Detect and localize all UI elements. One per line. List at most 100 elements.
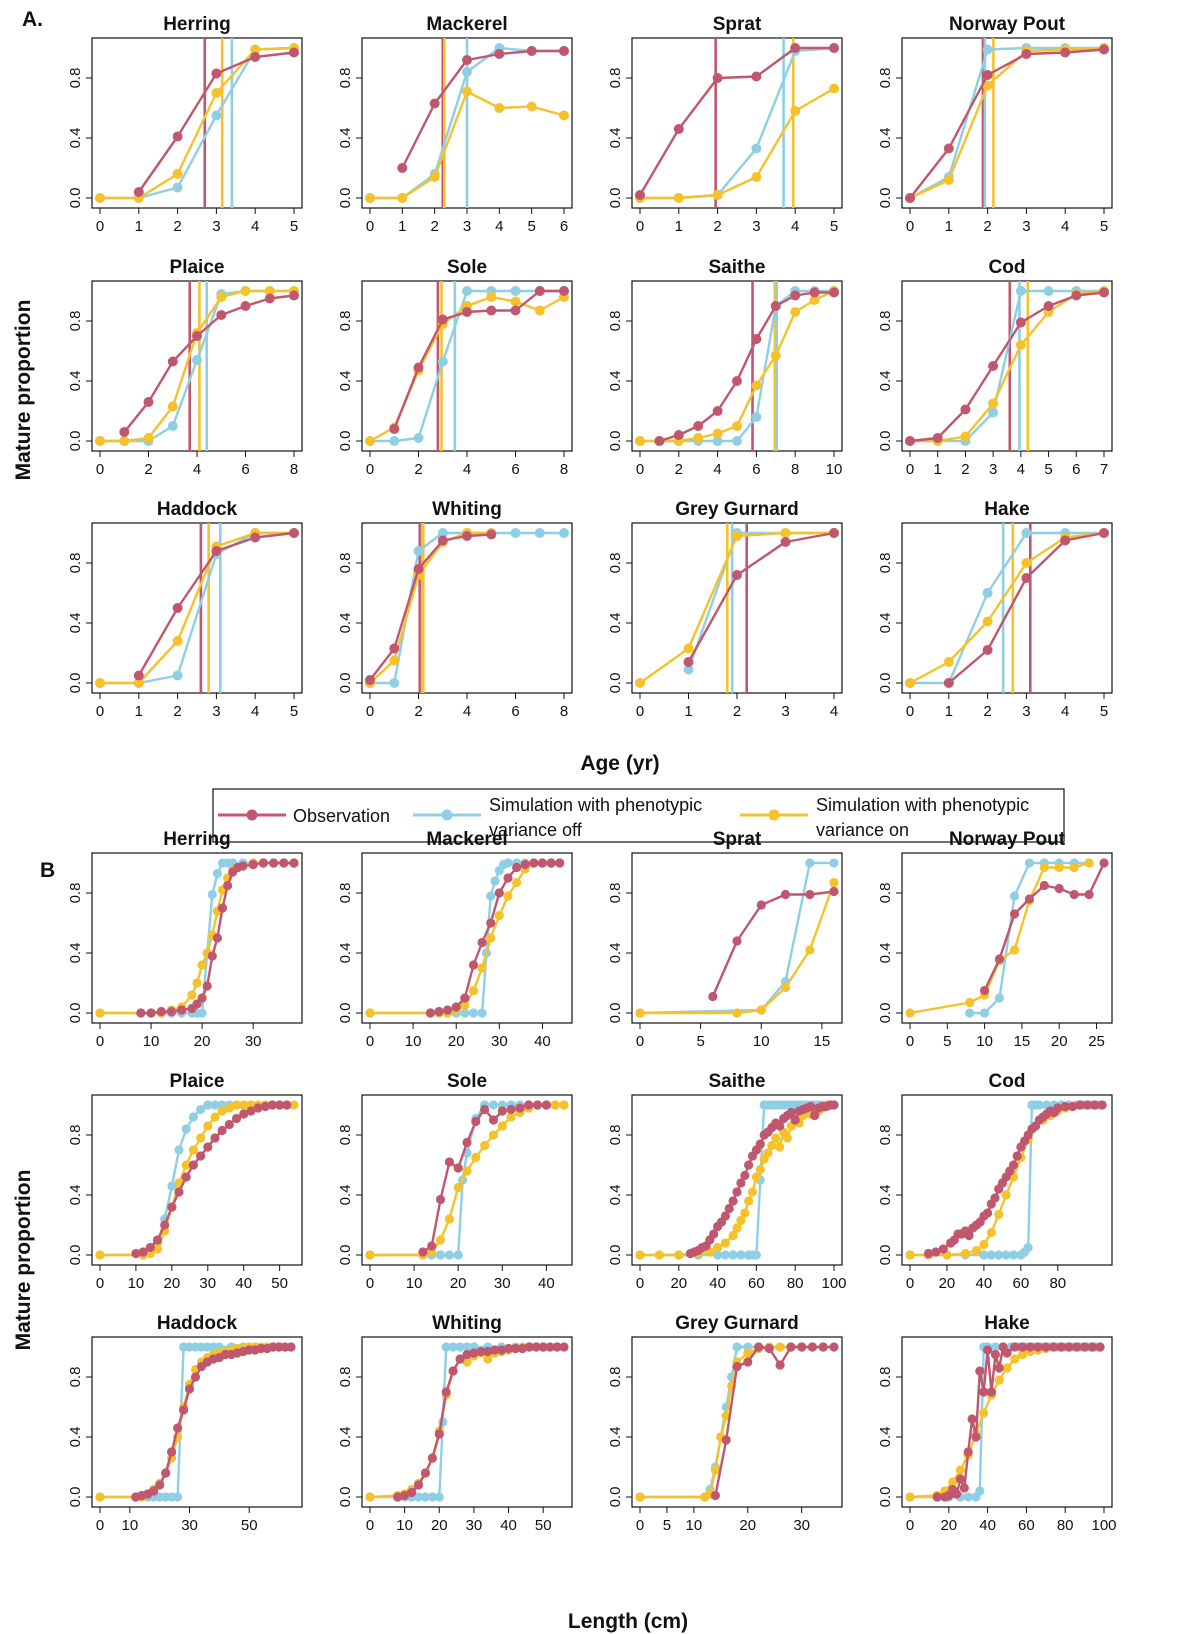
chart-b-whiting-observation-point bbox=[538, 1342, 548, 1352]
chart-b-herring-ytick-label: 0.4 bbox=[67, 943, 84, 964]
chart-a-sprat-sim-on-line bbox=[640, 87, 835, 200]
chart-a-haddock-ytick-label: 0.4 bbox=[67, 613, 84, 634]
chart-b-plaice-ytick-label: 0.8 bbox=[67, 1125, 84, 1146]
chart-b-saithe-observation-point bbox=[806, 1101, 816, 1112]
chart-b-sprat-sim-on-line bbox=[640, 882, 836, 1015]
chart-a-grey-gurnard-xtick-label: 3 bbox=[781, 703, 789, 720]
chart-a-saithe-observation-point bbox=[809, 287, 820, 298]
chart-b-cod-sim-on-point bbox=[971, 1245, 982, 1256]
chart-a-mackerel-sim-on-point bbox=[365, 193, 375, 203]
chart-b-sole-observation-point bbox=[488, 1115, 499, 1125]
chart-a-sprat-xtick-label: 0 bbox=[636, 218, 644, 235]
chart-a-haddock-frame bbox=[91, 522, 303, 694]
chart-b-hake-observation-point bbox=[975, 1366, 985, 1376]
legend-observation-marker bbox=[246, 809, 258, 821]
chart-a-plaice-xtick-label: 8 bbox=[290, 461, 298, 478]
chart-a-cod-sim-on-point bbox=[988, 398, 999, 409]
chart-a-sprat-observation-point bbox=[635, 190, 645, 200]
chart-b-cod-title: Cod bbox=[989, 1071, 1026, 1092]
chart-b-mackerel-observation-point bbox=[443, 1005, 453, 1015]
chart-b-saithe-sim-on-point bbox=[740, 1208, 750, 1218]
chart-b-herring-sim-off-point bbox=[207, 889, 217, 900]
chart-b-sole-observation-point bbox=[541, 1100, 552, 1110]
chart-a-whiting-sim-off-point bbox=[389, 678, 400, 688]
chart-b-plaice-observation-point bbox=[282, 1100, 292, 1110]
chart-a-sole-observation-point bbox=[559, 286, 569, 296]
chart-b-plaice-xtick-label: 50 bbox=[271, 1275, 288, 1292]
chart-a-norway-pout-ytick-label: 0.0 bbox=[877, 188, 894, 209]
chart-b-hake-xtick-label: 40 bbox=[979, 1517, 996, 1534]
chart-b-mackerel-ytick-label: 0.4 bbox=[337, 943, 354, 964]
chart-b-plaice-observation-point bbox=[188, 1160, 198, 1170]
chart-b-herring: Herring 0.0 0.4 0.8 0 10 20 30 bbox=[67, 829, 303, 1050]
chart-b-plaice-xtick-label: 40 bbox=[235, 1275, 252, 1292]
chart-b-haddock: Haddock 0.0 0.4 0.8 0 10 30 50 bbox=[67, 1313, 303, 1534]
chart-b-cod-xtick-label: 60 bbox=[1013, 1275, 1030, 1292]
chart-b-mackerel-sim-on-line bbox=[370, 861, 560, 1015]
chart-b-cod-ytick-label: 0.0 bbox=[877, 1245, 894, 1266]
chart-b-saithe-observation-point bbox=[736, 1178, 746, 1188]
chart-a-saithe-ytick-label: 0.8 bbox=[607, 311, 624, 332]
chart-b-grey-gurnard-observation-point bbox=[818, 1342, 828, 1352]
chart-b-cod-frame bbox=[901, 1094, 1113, 1266]
chart-b-whiting-sim-off-point bbox=[441, 1342, 451, 1352]
chart-b-grey-gurnard-sim-off-line bbox=[640, 1345, 824, 1499]
chart-a-whiting-title: Whiting bbox=[432, 499, 502, 520]
chart-b-plaice-observation-point bbox=[160, 1220, 170, 1230]
chart-b-grey-gurnard-sim-on-line bbox=[640, 1345, 824, 1499]
chart-b-plaice-ytick-label: 0.0 bbox=[67, 1245, 84, 1266]
chart-a-grey-gurnard-sim-on-point bbox=[732, 531, 742, 541]
chart-b-sole-sim-on-point bbox=[444, 1214, 454, 1224]
chart-b-haddock-ytick-label: 0.4 bbox=[67, 1427, 84, 1448]
chart-b-saithe-sim-off-point bbox=[728, 1250, 738, 1260]
chart-b-sprat-xtick-label: 10 bbox=[753, 1033, 770, 1050]
chart-b-norway-pout-title: Norway Pout bbox=[949, 829, 1066, 850]
chart-a-grey-gurnard-ytick-label: 0.4 bbox=[607, 613, 624, 634]
chart-b-haddock-xtick-label: 30 bbox=[181, 1517, 198, 1534]
chart-b-herring-xtick-label: 0 bbox=[96, 1033, 104, 1050]
chart-a-saithe-ytick-label: 0.0 bbox=[607, 431, 624, 452]
chart-b-hake-observation-point bbox=[979, 1387, 989, 1397]
chart-b-haddock-xtick-label: 50 bbox=[241, 1517, 258, 1534]
chart-a-cod-observation-point bbox=[905, 436, 915, 446]
chart-b-mackerel-observation-point bbox=[477, 937, 487, 948]
chart-b-mackerel-observation-point bbox=[503, 873, 513, 883]
chart-b-whiting-xtick-label: 20 bbox=[431, 1517, 448, 1534]
chart-b-grey-gurnard-xtick-label: 30 bbox=[793, 1517, 810, 1534]
chart-b-saithe-sim-on-point bbox=[744, 1196, 754, 1206]
chart-a-haddock-observation-point bbox=[133, 670, 144, 681]
chart-a-sole-xtick-label: 0 bbox=[366, 461, 374, 478]
chart-a-grey-gurnard-xtick-label: 4 bbox=[830, 703, 838, 720]
chart-b-sprat-sim-off-point bbox=[829, 858, 839, 868]
chart-b-hake-xtick-label: 80 bbox=[1057, 1517, 1074, 1534]
chart-b-saithe-ytick-label: 0.0 bbox=[607, 1245, 624, 1266]
chart-b-sole-observation-point bbox=[427, 1241, 437, 1251]
chart-b-hake-observation-point bbox=[1072, 1342, 1082, 1352]
chart-b-mackerel-ytick-label: 0.8 bbox=[337, 883, 354, 904]
chart-b-whiting-sim-off-point bbox=[462, 1342, 472, 1352]
chart-b-saithe-observation-point bbox=[744, 1160, 754, 1170]
chart-b-cod-sim-off-point bbox=[994, 1250, 1004, 1260]
chart-b-whiting-observation-point bbox=[393, 1492, 403, 1502]
chart-b-whiting-xtick-label: 10 bbox=[396, 1517, 413, 1534]
chart-a-plaice-sim-on-point bbox=[143, 433, 154, 443]
chart-a-mackerel-xtick-label: 1 bbox=[398, 218, 406, 235]
chart-a-sprat-xtick-label: 4 bbox=[791, 218, 799, 235]
chart-a-saithe-xtick-label: 10 bbox=[826, 461, 843, 478]
chart-b-grey-gurnard-sim-on-point bbox=[743, 1348, 753, 1358]
chart-a-hake-xtick-label: 5 bbox=[1100, 703, 1108, 720]
chart-a-sole-sim-on-point bbox=[365, 436, 375, 446]
chart-a-sole-sim-off-point bbox=[510, 286, 521, 296]
chart-a-mackerel-xtick-label: 3 bbox=[463, 218, 471, 235]
chart-a-plaice-xtick-label: 2 bbox=[144, 461, 152, 478]
chart-a-norway-pout-observation-point bbox=[905, 193, 915, 203]
chart-b-saithe-observation-point bbox=[790, 1115, 800, 1125]
chart-b-cod-xtick-label: 80 bbox=[1049, 1275, 1066, 1292]
chart-b-hake: Hake 0.0 0.4 0.8 0 20 40 60 80 100 bbox=[877, 1313, 1117, 1534]
chart-b-whiting-sim-off-point bbox=[420, 1492, 430, 1502]
chart-a-sole-xtick-label: 2 bbox=[414, 461, 422, 478]
chart-b-saithe-observation-point bbox=[775, 1121, 785, 1131]
chart-b-grey-gurnard-xtick-label: 0 bbox=[636, 1517, 644, 1534]
chart-b-saithe-sim-on-point bbox=[782, 1133, 793, 1143]
chart-a-hake-observation-point bbox=[1060, 535, 1071, 546]
